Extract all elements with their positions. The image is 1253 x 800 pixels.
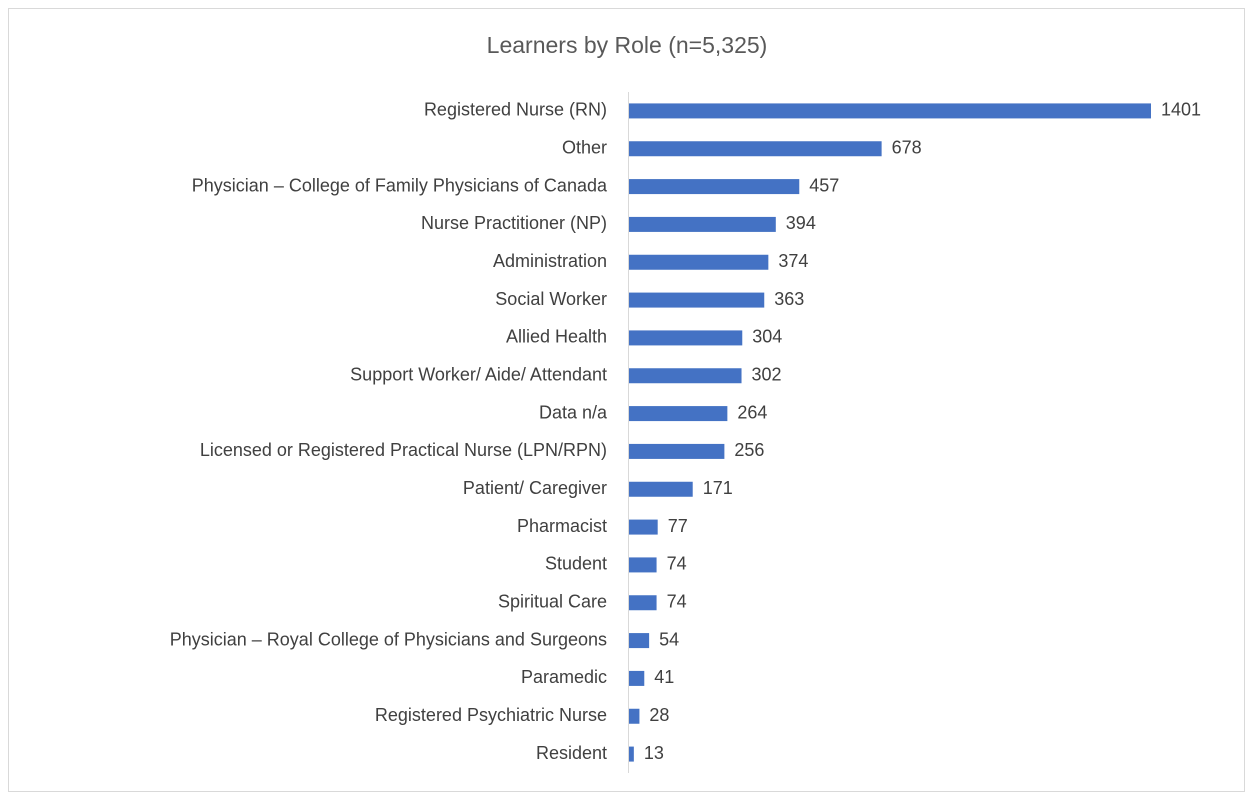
bar: [629, 141, 882, 157]
value-label: 256: [734, 440, 764, 460]
value-label: 1401: [1161, 100, 1201, 120]
bar: [629, 443, 725, 459]
category-label: Patient/ Caregiver: [463, 478, 607, 498]
category-label: Administration: [493, 251, 607, 271]
value-label: 74: [667, 554, 687, 574]
category-label: Resident: [536, 743, 607, 763]
category-label: Registered Psychiatric Nurse: [375, 705, 607, 725]
bar: [629, 368, 742, 384]
chart-frame: [8, 8, 1245, 792]
value-label: 13: [644, 743, 664, 763]
value-label: 171: [703, 478, 733, 498]
category-label: Nurse Practitioner (NP): [421, 213, 607, 233]
category-label: Physician – Royal College of Physicians …: [170, 629, 607, 649]
value-label: 394: [786, 213, 816, 233]
category-label: Registered Nurse (RN): [424, 100, 607, 120]
bar: [629, 406, 728, 422]
value-label: 363: [774, 289, 804, 309]
bar: [629, 519, 658, 535]
value-label: 54: [659, 629, 679, 649]
bar: [629, 633, 650, 649]
value-label: 41: [654, 667, 674, 687]
category-label: Support Worker/ Aide/ Attendant: [350, 365, 607, 385]
bar: [629, 254, 769, 270]
category-label: Licensed or Registered Practical Nurse (…: [200, 440, 607, 460]
value-label: 28: [649, 705, 669, 725]
bar: [629, 595, 657, 611]
bar: [629, 481, 693, 497]
value-label: 264: [737, 402, 767, 422]
value-label: 304: [752, 327, 782, 347]
category-label: Pharmacist: [517, 516, 607, 536]
chart-title: Learners by Role (n=5,325): [487, 32, 768, 58]
bar: [629, 216, 776, 232]
bar: [629, 103, 1151, 119]
category-label: Spiritual Care: [498, 592, 607, 612]
value-label: 302: [752, 365, 782, 385]
bar: [629, 330, 743, 346]
category-label: Paramedic: [521, 667, 607, 687]
value-label: 457: [809, 175, 839, 195]
category-label: Student: [545, 554, 607, 574]
bar: [629, 292, 765, 308]
category-label: Physician – College of Family Physicians…: [192, 175, 608, 195]
category-label: Social Worker: [495, 289, 607, 309]
bar: [629, 670, 645, 686]
value-label: 678: [892, 138, 922, 158]
category-label: Allied Health: [506, 327, 607, 347]
bar: [629, 708, 640, 724]
value-label: 374: [778, 251, 808, 271]
bar: [629, 557, 657, 573]
category-label: Other: [562, 138, 607, 158]
value-label: 74: [667, 592, 687, 612]
category-label: Data n/a: [539, 402, 608, 422]
value-label: 77: [668, 516, 688, 536]
bar: [629, 179, 800, 195]
bar: [629, 746, 634, 762]
